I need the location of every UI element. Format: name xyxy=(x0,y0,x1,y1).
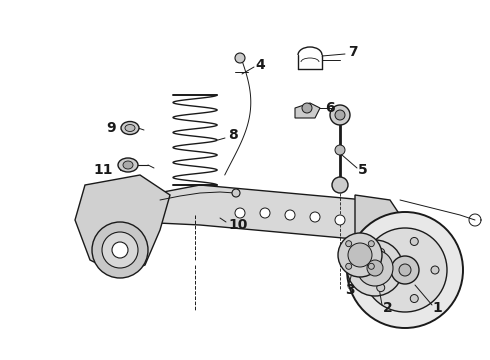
Circle shape xyxy=(368,241,374,247)
Circle shape xyxy=(363,228,447,312)
Circle shape xyxy=(367,260,383,276)
Circle shape xyxy=(348,243,372,267)
Circle shape xyxy=(302,103,312,113)
Text: 6: 6 xyxy=(325,101,335,115)
Polygon shape xyxy=(295,103,320,118)
Circle shape xyxy=(235,208,245,218)
Text: 5: 5 xyxy=(358,163,368,177)
Circle shape xyxy=(235,53,245,63)
Polygon shape xyxy=(95,185,375,240)
Circle shape xyxy=(399,264,411,276)
Text: 3: 3 xyxy=(345,283,355,297)
Ellipse shape xyxy=(125,125,135,131)
Text: 8: 8 xyxy=(228,128,238,142)
Circle shape xyxy=(347,212,463,328)
Circle shape xyxy=(335,145,345,155)
Circle shape xyxy=(112,242,128,258)
Circle shape xyxy=(391,256,419,284)
Circle shape xyxy=(335,110,345,120)
Ellipse shape xyxy=(121,122,139,135)
Text: 11: 11 xyxy=(93,163,113,177)
Circle shape xyxy=(345,241,352,247)
Polygon shape xyxy=(75,175,170,275)
Circle shape xyxy=(347,240,403,296)
Circle shape xyxy=(345,263,352,269)
Circle shape xyxy=(102,232,138,268)
Text: 10: 10 xyxy=(228,218,247,232)
Circle shape xyxy=(410,294,418,302)
Polygon shape xyxy=(355,195,400,275)
Circle shape xyxy=(377,284,385,292)
Circle shape xyxy=(357,250,393,286)
Text: 4: 4 xyxy=(255,58,265,72)
Circle shape xyxy=(232,189,240,197)
Circle shape xyxy=(431,266,439,274)
Text: 1: 1 xyxy=(432,301,442,315)
Text: 9: 9 xyxy=(106,121,116,135)
Circle shape xyxy=(260,208,270,218)
Text: 7: 7 xyxy=(348,45,358,59)
Circle shape xyxy=(377,248,385,256)
Ellipse shape xyxy=(118,158,138,172)
Circle shape xyxy=(330,105,350,125)
Circle shape xyxy=(410,238,418,246)
Circle shape xyxy=(338,233,382,277)
Circle shape xyxy=(332,177,348,193)
Circle shape xyxy=(335,215,345,225)
Ellipse shape xyxy=(123,161,133,169)
Circle shape xyxy=(368,263,374,269)
Text: 2: 2 xyxy=(383,301,393,315)
Circle shape xyxy=(310,212,320,222)
Circle shape xyxy=(285,210,295,220)
Circle shape xyxy=(92,222,148,278)
